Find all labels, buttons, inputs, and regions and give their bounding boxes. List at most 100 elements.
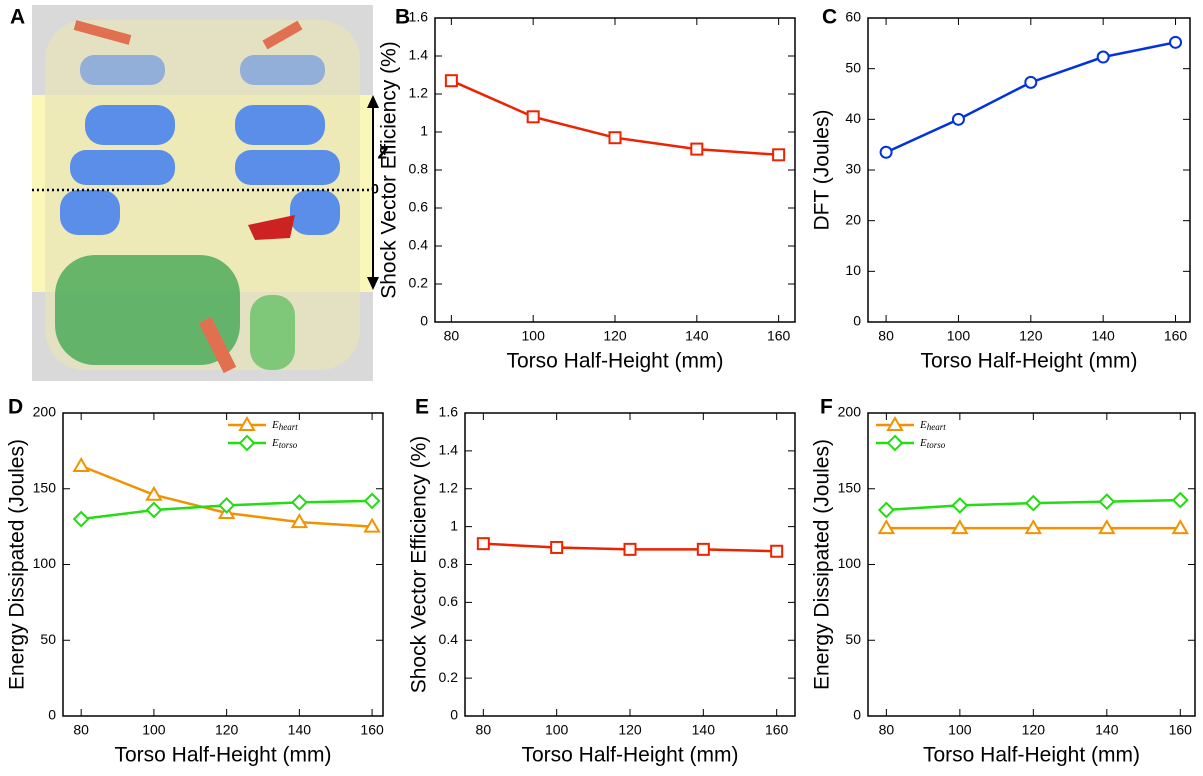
x-tick-label: 80 xyxy=(878,328,894,344)
y-tick-label: 0.2 xyxy=(409,275,429,291)
panel-label: B xyxy=(395,6,410,29)
x-tick-label: 140 xyxy=(1091,328,1115,344)
x-tick-label: 80 xyxy=(444,328,460,344)
marker xyxy=(1171,519,1190,535)
plot-frame xyxy=(464,412,796,717)
legend-label-main: E xyxy=(271,437,279,449)
y-tick-label: 1 xyxy=(420,123,428,139)
x-tick-label: 140 xyxy=(1095,722,1119,738)
y-tick-label: 20 xyxy=(845,211,861,227)
x-tick-label: 120 xyxy=(1022,722,1046,738)
y-tick-label: 0 xyxy=(450,707,458,723)
marker xyxy=(363,492,381,510)
y-tick-label: 50 xyxy=(845,59,861,75)
marker xyxy=(290,493,308,511)
x-axis-label: Torso Half-Height (mm) xyxy=(521,744,738,767)
marker xyxy=(218,497,236,514)
y-tick-label: 1.2 xyxy=(409,85,429,101)
legend-label-sub: heart xyxy=(927,422,946,432)
x-tick-label: 160 xyxy=(1169,722,1193,738)
x-tick-label: 140 xyxy=(288,722,312,738)
marker xyxy=(1098,519,1116,535)
legend-label: Etorso xyxy=(919,437,946,451)
marker xyxy=(550,540,564,554)
marker xyxy=(145,501,163,519)
marker xyxy=(1096,50,1110,64)
y-axis-label: Shock Vector Efficiency (%) xyxy=(378,41,401,299)
legend-label-sub: torso xyxy=(279,440,298,450)
marker xyxy=(886,416,904,431)
panel-label: E xyxy=(415,396,429,419)
panel-label: D xyxy=(8,396,23,419)
marker xyxy=(1024,494,1042,512)
y-tick-label: 0.4 xyxy=(439,631,459,647)
marker xyxy=(363,517,381,533)
x-tick-label: 100 xyxy=(142,722,166,738)
y-tick-label: 40 xyxy=(845,110,861,126)
marker xyxy=(1024,519,1043,535)
marker xyxy=(772,148,786,162)
y-tick-label: 0 xyxy=(420,313,428,329)
x-axis-label: Torso Half-Height (mm) xyxy=(506,350,723,373)
marker xyxy=(608,131,622,145)
y-axis-label: DFT (Joules) xyxy=(811,110,834,231)
y-tick-label: 1.4 xyxy=(409,47,429,63)
y-tick-label: 150 xyxy=(33,479,57,495)
panel-label: C xyxy=(822,6,837,29)
y-tick-label: 50 xyxy=(40,631,56,647)
y-tick-label: 100 xyxy=(33,555,57,571)
y-tick-label: 1.6 xyxy=(409,9,429,25)
series-line xyxy=(885,41,1176,154)
marker xyxy=(951,112,965,126)
anatomy-image xyxy=(32,5,379,381)
marker xyxy=(877,501,895,519)
marker xyxy=(623,542,637,556)
x-tick-label: 160 xyxy=(765,722,789,738)
marker xyxy=(1169,35,1183,49)
y-tick-label: 10 xyxy=(845,262,861,278)
y-tick-label: 0.6 xyxy=(439,593,459,609)
x-tick-label: 140 xyxy=(685,328,709,344)
y-tick-label: 1.4 xyxy=(439,442,459,458)
y-tick-label: 1 xyxy=(450,517,458,533)
marker xyxy=(696,542,710,556)
y-tick-label: 0.4 xyxy=(409,237,429,253)
y-tick-label: 0.8 xyxy=(439,555,459,571)
marker xyxy=(476,537,490,551)
y-tick-label: 100 xyxy=(838,555,862,571)
plot-frame xyxy=(867,412,1196,717)
y-tick-label: 1.2 xyxy=(439,479,459,495)
y-tick-label: 200 xyxy=(33,404,57,420)
x-tick-label: 100 xyxy=(948,722,972,738)
annotation: z xyxy=(377,141,388,163)
marker xyxy=(877,519,896,535)
legend-label-sub: heart xyxy=(279,422,298,432)
marker xyxy=(238,416,256,431)
marker xyxy=(145,485,163,501)
y-tick-label: 0.6 xyxy=(409,199,429,215)
x-tick-label: 160 xyxy=(1164,328,1188,344)
legend-label: Etorso xyxy=(271,437,298,451)
x-tick-label: 120 xyxy=(215,722,239,738)
y-axis-label: Energy Dissipated (Joules) xyxy=(811,439,834,690)
legend-label-main: E xyxy=(271,419,279,431)
x-tick-label: 120 xyxy=(603,328,627,344)
marker xyxy=(238,434,256,452)
x-tick-label: 80 xyxy=(476,722,492,738)
x-tick-label: 100 xyxy=(947,328,971,344)
x-tick-label: 140 xyxy=(692,722,716,738)
marker xyxy=(444,74,458,88)
panel-label: F xyxy=(820,396,833,419)
y-tick-label: 150 xyxy=(838,479,862,495)
legend-label: Eheart xyxy=(919,419,946,433)
marker xyxy=(951,519,969,535)
marker xyxy=(526,110,540,124)
x-tick-label: 80 xyxy=(73,722,89,738)
plot-frame xyxy=(867,17,1191,323)
marker xyxy=(951,497,969,514)
marker xyxy=(72,510,90,528)
marker xyxy=(1098,493,1116,511)
x-tick-label: 160 xyxy=(767,328,791,344)
y-tick-label: 200 xyxy=(838,404,862,420)
